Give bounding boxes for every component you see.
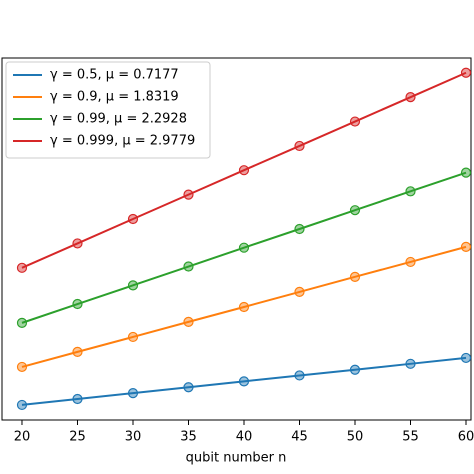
point — [349, 271, 361, 282]
point — [16, 361, 28, 373]
point — [238, 376, 250, 387]
point — [127, 331, 139, 343]
point — [405, 92, 416, 103]
x-axis-label: qubit number n — [186, 451, 287, 466]
x-tick-label: 45 — [291, 430, 308, 445]
point — [127, 388, 139, 399]
point — [183, 189, 194, 200]
x-tick-label: 35 — [180, 430, 197, 445]
point — [16, 262, 28, 273]
x-tick-label: 60 — [458, 430, 474, 445]
x-tick-label: 50 — [347, 430, 364, 445]
point — [183, 261, 194, 272]
x-tick-label: 20 — [14, 430, 31, 445]
legend-box — [5, 61, 211, 159]
x-tick-label: 40 — [236, 430, 253, 445]
series-line — [21, 71, 467, 269]
point — [127, 213, 139, 225]
plot-frame — [1, 57, 472, 421]
x-tick-label: 25 — [69, 430, 86, 445]
legend-label: γ = 0.5, μ = 0.7177 — [50, 68, 179, 83]
point — [405, 358, 416, 369]
point — [183, 382, 194, 393]
point — [349, 116, 361, 127]
x-tick-label: 30 — [125, 430, 142, 445]
series-line — [21, 171, 467, 324]
legend-label: γ = 0.999, μ = 2.9779 — [50, 134, 195, 149]
point — [460, 167, 472, 178]
point — [349, 205, 361, 216]
point — [349, 364, 361, 375]
legend-label: γ = 0.9, μ = 1.8319 — [50, 90, 179, 105]
point — [294, 370, 305, 381]
series-line — [21, 356, 467, 406]
legend-label: γ = 0.99, μ = 2.2928 — [50, 112, 187, 127]
point — [405, 256, 416, 268]
point — [294, 286, 305, 298]
series-line — [21, 245, 467, 368]
point — [16, 399, 28, 411]
x-tick-label: 55 — [402, 430, 419, 445]
point — [460, 67, 472, 78]
point — [238, 165, 250, 176]
point — [238, 242, 250, 253]
point — [72, 238, 83, 249]
point — [183, 316, 194, 327]
point — [72, 346, 83, 357]
point — [294, 140, 305, 152]
point — [72, 298, 83, 310]
point — [405, 186, 416, 197]
point — [72, 393, 83, 405]
point — [238, 301, 250, 313]
point — [460, 241, 472, 252]
point — [460, 352, 472, 364]
point — [16, 317, 28, 328]
point — [127, 280, 139, 291]
point — [294, 223, 305, 235]
